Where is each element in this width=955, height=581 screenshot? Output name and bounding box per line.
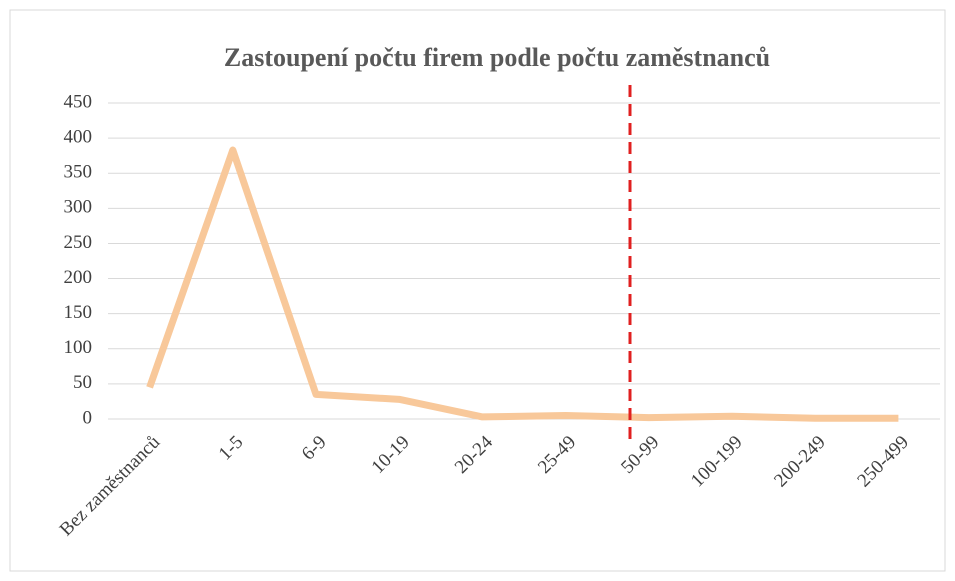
y-tick-label: 250 — [64, 232, 93, 253]
y-tick-label: 200 — [64, 267, 93, 288]
y-tick-label: 400 — [64, 126, 93, 147]
grid — [108, 102, 940, 420]
plot — [146, 146, 899, 422]
y-tick-label: 350 — [64, 162, 93, 183]
chart-border — [9, 9, 946, 572]
line — [146, 146, 899, 422]
y-tick-label: 0 — [83, 407, 93, 428]
y-tick-label: 100 — [64, 337, 93, 358]
chart-title: Zastoupení počtu firem podle počtu zaměs… — [224, 43, 770, 72]
y-tick-label: 150 — [64, 302, 93, 323]
y-tick-label: 300 — [64, 197, 93, 218]
y-tick-label: 50 — [73, 372, 92, 393]
y-tick-label: 450 — [64, 91, 93, 112]
